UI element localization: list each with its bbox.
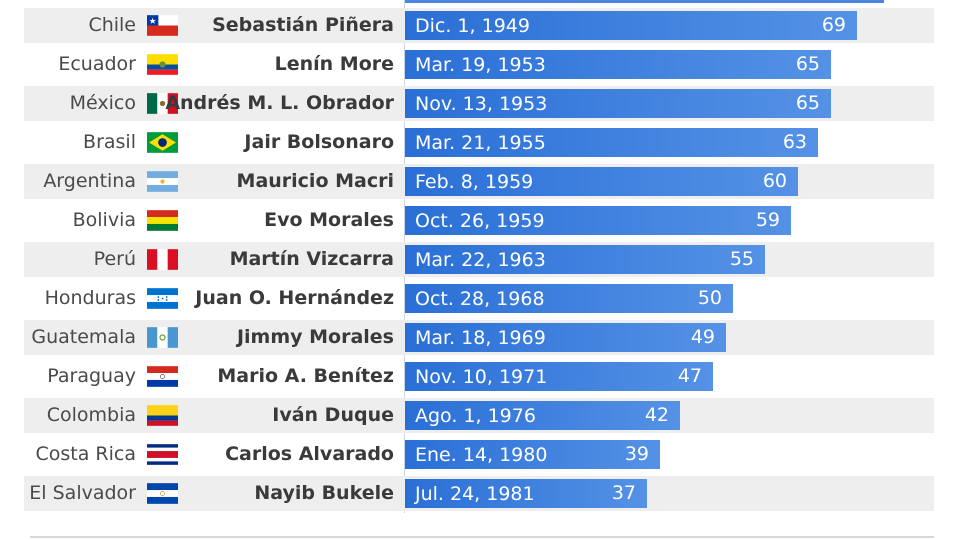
age-bar: Ago. 1, 1976 42 bbox=[405, 401, 680, 430]
age-value-label: 59 bbox=[755, 209, 780, 231]
colombia-flag-icon bbox=[147, 405, 178, 426]
country-label: Ecuador bbox=[58, 53, 136, 75]
age-bar: Mar. 21, 1955 63 bbox=[405, 128, 818, 157]
age-value-label: 37 bbox=[611, 482, 636, 504]
age-value-label: 39 bbox=[624, 443, 649, 465]
president-name: Nayib Bukele bbox=[254, 482, 394, 504]
mexico-flag-icon bbox=[147, 93, 178, 114]
costa-rica-flag-icon bbox=[147, 444, 178, 465]
table-row: El Salvador Nayib Bukele Jul. 24, 1981 37 bbox=[24, 476, 934, 511]
paraguay-flag-icon bbox=[147, 366, 178, 387]
age-bar: Dic. 1, 1949 69 bbox=[405, 11, 857, 40]
president-name: Andrés M. L. Obrador bbox=[165, 92, 394, 114]
age-bar: Mar. 18, 1969 49 bbox=[405, 323, 726, 352]
age-bar: Oct. 26, 1959 59 bbox=[405, 206, 791, 235]
age-bar: Jul. 24, 1981 37 bbox=[405, 479, 647, 508]
table-row: Guatemala Jimmy Morales Mar. 18, 1969 49 bbox=[24, 320, 934, 355]
age-bar: Mar. 19, 1953 65 bbox=[405, 50, 831, 79]
age-value-label: 50 bbox=[697, 287, 722, 309]
ecuador-flag-icon bbox=[147, 54, 178, 75]
birth-date-label: Ago. 1, 1976 bbox=[415, 405, 536, 427]
age-value-label: 60 bbox=[762, 170, 787, 192]
birth-date-label: Ene. 14, 1980 bbox=[415, 444, 548, 466]
country-label: Brasil bbox=[83, 131, 136, 153]
president-name: Juan O. Hernández bbox=[195, 287, 394, 309]
country-label: Chile bbox=[88, 14, 136, 36]
president-name: Iván Duque bbox=[272, 404, 394, 426]
country-label: Bolivia bbox=[72, 209, 136, 231]
footer-divider bbox=[30, 536, 934, 538]
country-label: Argentina bbox=[43, 170, 136, 192]
argentina-flag-icon bbox=[147, 171, 178, 192]
table-row: Brasil Jair Bolsonaro Mar. 21, 1955 63 bbox=[24, 125, 934, 160]
age-value-label: 49 bbox=[690, 326, 715, 348]
age-bar: Feb. 8, 1959 60 bbox=[405, 167, 798, 196]
country-label: Costa Rica bbox=[35, 443, 137, 465]
country-label: Honduras bbox=[44, 287, 136, 309]
president-name: Carlos Alvarado bbox=[225, 443, 394, 465]
president-name: Lenín More bbox=[274, 53, 394, 75]
president-name: Jair Bolsonaro bbox=[244, 131, 394, 153]
birth-date-label: Nov. 13, 1953 bbox=[415, 93, 548, 115]
honduras-flag-icon bbox=[147, 288, 178, 309]
table-row: Bolivia Evo Morales Oct. 26, 1959 59 bbox=[24, 203, 934, 238]
country-label: Colombia bbox=[46, 404, 136, 426]
age-value-label: 63 bbox=[782, 131, 807, 153]
birth-date-label: Mar. 21, 1955 bbox=[415, 132, 546, 154]
table-row: Colombia Iván Duque Ago. 1, 1976 42 bbox=[24, 398, 934, 433]
age-bar: Oct. 28, 1968 50 bbox=[405, 284, 733, 313]
table-row: Argentina Mauricio Macri Feb. 8, 1959 60 bbox=[24, 164, 934, 199]
birth-date-label: Dic. 1, 1949 bbox=[415, 15, 530, 37]
guatemala-flag-icon bbox=[147, 327, 178, 348]
country-label: Paraguay bbox=[47, 365, 136, 387]
president-name: Evo Morales bbox=[264, 209, 394, 231]
table-row: Paraguay Mario A. Benítez Nov. 10, 1971 47 bbox=[24, 359, 934, 394]
chile-flag-icon bbox=[147, 15, 178, 36]
birth-date-label: Jul. 24, 1981 bbox=[415, 483, 535, 505]
bolivia-flag-icon bbox=[147, 210, 178, 231]
president-name: Jimmy Morales bbox=[236, 326, 394, 348]
age-bar: Nov. 13, 1953 65 bbox=[405, 89, 831, 118]
age-bar: Nov. 10, 1971 47 bbox=[405, 362, 713, 391]
birth-date-label: Oct. 28, 1968 bbox=[415, 288, 545, 310]
brazil-flag-icon bbox=[147, 132, 178, 153]
birth-date-label: Mar. 19, 1953 bbox=[415, 54, 546, 76]
country-label: El Salvador bbox=[29, 482, 136, 504]
table-row: Ecuador Lenín More Mar. 19, 1953 65 bbox=[24, 47, 934, 82]
birth-date-label: Mar. 18, 1969 bbox=[415, 327, 546, 349]
birth-date-label: Oct. 26, 1959 bbox=[415, 210, 545, 232]
president-name: Martín Vizcarra bbox=[229, 248, 394, 270]
country-label: Perú bbox=[93, 248, 136, 270]
country-label: México bbox=[69, 92, 136, 114]
age-value-label: 55 bbox=[729, 248, 754, 270]
birth-date-label: Mar. 22, 1963 bbox=[415, 249, 546, 271]
age-value-label: 47 bbox=[677, 365, 702, 387]
peru-flag-icon bbox=[147, 249, 178, 270]
president-name: Mauricio Macri bbox=[236, 170, 394, 192]
table-row: Honduras Juan O. Hernández Oct. 28, 1968 50 bbox=[24, 281, 934, 316]
partial-bar-above bbox=[405, 0, 884, 3]
age-value-label: 65 bbox=[795, 92, 820, 114]
president-name: Mario A. Benítez bbox=[217, 365, 394, 387]
table-row: México Andrés M. L. Obrador Nov. 13, 1953 6… bbox=[24, 86, 934, 121]
age-value-label: 65 bbox=[795, 53, 820, 75]
birth-date-label: Nov. 10, 1971 bbox=[415, 366, 548, 388]
country-label: Guatemala bbox=[31, 326, 136, 348]
age-bar: Mar. 22, 1963 55 bbox=[405, 245, 765, 274]
table-row: Costa Rica Carlos Alvarado Ene. 14, 1980 39 bbox=[24, 437, 934, 472]
el-salvador-flag-icon bbox=[147, 483, 178, 504]
age-value-label: 42 bbox=[644, 404, 669, 426]
table-row: Perú Martín Vizcarra Mar. 22, 1963 55 bbox=[24, 242, 934, 277]
age-value-label: 69 bbox=[821, 14, 846, 36]
birth-date-label: Feb. 8, 1959 bbox=[415, 171, 534, 193]
president-name: Sebastián Piñera bbox=[212, 14, 394, 36]
age-bar: Ene. 14, 1980 39 bbox=[405, 440, 660, 469]
table-row: Chile Sebastián Piñera Dic. 1, 1949 69 bbox=[24, 8, 934, 43]
